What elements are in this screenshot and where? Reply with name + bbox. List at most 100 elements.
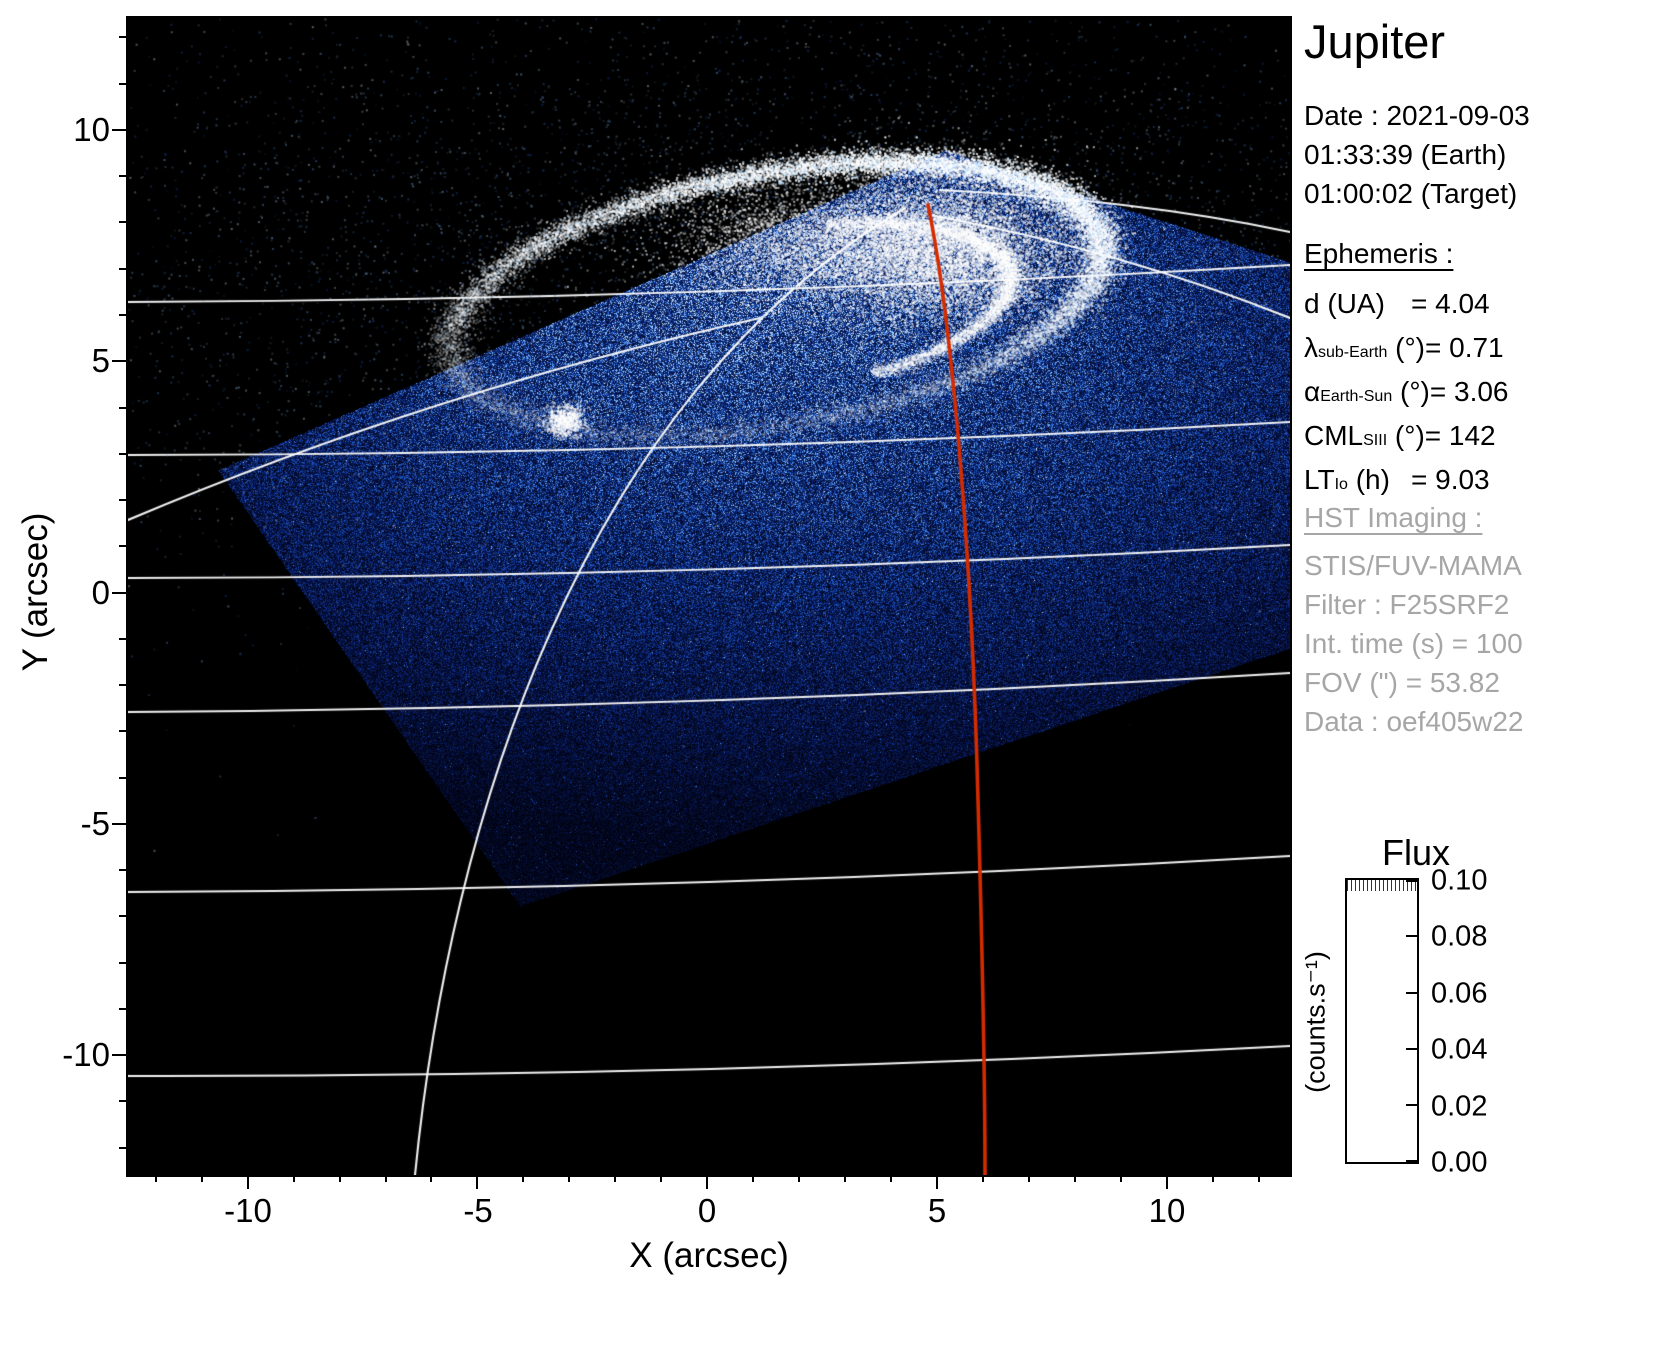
axis-tick <box>752 1175 755 1182</box>
axis-tick <box>119 1146 126 1149</box>
axis-tick <box>384 1175 387 1182</box>
axis-tick <box>119 915 126 918</box>
axis-tick <box>119 869 126 872</box>
axis-tick <box>112 591 126 594</box>
axis-tick <box>119 452 126 455</box>
colorbar-tick <box>1406 992 1417 994</box>
observation-dates: Date : 2021-09-03 01:33:39 (Earth) 01:00… <box>1304 96 1530 213</box>
colorbar <box>1345 878 1419 1164</box>
axis-tick <box>119 730 126 733</box>
axis-tick <box>1258 1175 1261 1182</box>
colorbar-tick-label: 0.00 <box>1431 1146 1488 1179</box>
hst-instrument: STIS/FUV-MAMA <box>1304 550 1522 581</box>
axis-tick <box>200 1175 203 1182</box>
ephemeris-name: λsub-Earth (°) <box>1304 328 1425 372</box>
axis-tick <box>614 1175 617 1182</box>
hst-imaging-list: STIS/FUV-MAMA Filter : F25SRF2 Int. time… <box>1304 546 1524 741</box>
axis-tick <box>246 1175 249 1189</box>
ephemeris-subscript: Io <box>1334 476 1348 493</box>
axis-tick <box>338 1175 341 1182</box>
axis-tick <box>292 1175 295 1182</box>
x-tick-label: -5 <box>463 1192 493 1229</box>
axis-tick <box>119 499 126 502</box>
axis-tick <box>1028 1175 1031 1182</box>
x-tick-label: 10 <box>1148 1192 1186 1229</box>
axis-tick <box>568 1175 571 1182</box>
x-tick-label: 5 <box>927 1192 947 1229</box>
colorbar-title: Flux <box>1382 832 1451 873</box>
axis-tick <box>890 1175 893 1182</box>
axis-tick <box>1212 1175 1215 1182</box>
axis-tick <box>1074 1175 1077 1182</box>
axis-tick <box>119 313 126 316</box>
axis-tick <box>119 175 126 178</box>
axis-tick <box>119 776 126 779</box>
axis-tick <box>706 1175 709 1189</box>
axis-tick <box>476 1175 479 1189</box>
hst-data-id: Data : oef405w22 <box>1304 706 1524 737</box>
axis-tick <box>119 221 126 224</box>
ephemeris-row-subearth-lat: λsub-Earth (°) = 0.71 <box>1304 328 1676 372</box>
y-tick-label: 5 <box>91 342 110 379</box>
ephemeris-symbol: λ <box>1304 332 1318 363</box>
hst-imaging-heading: HST Imaging : <box>1304 502 1483 533</box>
colorbar-tick-label: 0.04 <box>1431 1033 1488 1066</box>
colorbar-hatch <box>1347 880 1417 891</box>
ephemeris-value: = 4.04 <box>1411 288 1490 319</box>
ephemeris-unit: (UA) <box>1319 288 1385 319</box>
page-title: Jupiter <box>1304 15 1446 68</box>
colorbar-unit-label: (counts.s⁻¹) <box>1300 951 1331 1093</box>
ephemeris-row-cml: CMLSIII (°) = 142 <box>1304 416 1676 460</box>
ephemeris-symbol: LT <box>1304 464 1335 495</box>
colorbar-tick-label: 0.10 <box>1431 864 1488 897</box>
ephemeris-subscript: Earth-Sun <box>1320 388 1393 405</box>
target-time-line: 01:00:02 (Target) <box>1304 178 1518 209</box>
ephemeris-symbol: CML <box>1304 420 1364 451</box>
ephemeris-symbol: d <box>1304 288 1320 319</box>
ephemeris-value: = 142 <box>1424 420 1496 451</box>
axis-tick <box>119 1007 126 1010</box>
axis-tick <box>844 1175 847 1182</box>
hst-filter: Filter : F25SRF2 <box>1304 589 1510 620</box>
ephemeris-unit: (°) <box>1387 332 1425 363</box>
axis-tick <box>119 684 126 687</box>
ephemeris-name: αEarth-Sun (°) <box>1304 372 1430 416</box>
earth-time-line: 01:33:39 (Earth) <box>1304 139 1507 170</box>
ephemeris-subscript: SIII <box>1363 432 1388 449</box>
axis-tick <box>119 1100 126 1103</box>
aurora-image-canvas <box>128 18 1290 1175</box>
ephemeris-symbol: α <box>1304 376 1321 407</box>
axis-tick <box>522 1175 525 1182</box>
axis-tick <box>112 1054 126 1057</box>
ephemeris-row-distance: d (UA) = 4.04 <box>1304 284 1676 328</box>
axis-tick <box>430 1175 433 1182</box>
y-tick-label: 10 <box>73 111 110 148</box>
axis-tick <box>119 406 126 409</box>
colorbar-tick-label: 0.06 <box>1431 977 1488 1010</box>
colorbar-tick <box>1406 935 1417 937</box>
axis-tick <box>154 1175 157 1182</box>
axis-tick <box>119 961 126 964</box>
axis-tick <box>660 1175 663 1182</box>
plot-area <box>126 16 1292 1177</box>
hst-fov: FOV (") = 53.82 <box>1304 667 1500 698</box>
ephemeris-unit: (°) <box>1387 420 1425 451</box>
colorbar-tick-label: 0.08 <box>1431 920 1488 953</box>
date-line: Date : 2021-09-03 <box>1304 100 1530 131</box>
axis-tick <box>119 545 126 548</box>
axis-tick <box>112 128 126 131</box>
axis-tick <box>112 360 126 363</box>
ephemeris-unit: (h) <box>1347 464 1390 495</box>
ephemeris-name: LTIo (h) <box>1304 460 1411 504</box>
axis-tick <box>1166 1175 1169 1189</box>
y-axis-title: Y (arcsec) <box>16 512 55 672</box>
axis-tick <box>119 267 126 270</box>
axis-tick <box>119 637 126 640</box>
y-tick-label: -10 <box>62 1036 110 1073</box>
axis-tick <box>982 1175 985 1182</box>
y-tick-label: 0 <box>91 574 110 611</box>
x-tick-label: -10 <box>224 1192 272 1229</box>
ephemeris-row-io-localtime: LTIo (h) = 9.03 <box>1304 460 1676 504</box>
x-axis-title: X (arcsec) <box>629 1236 789 1275</box>
